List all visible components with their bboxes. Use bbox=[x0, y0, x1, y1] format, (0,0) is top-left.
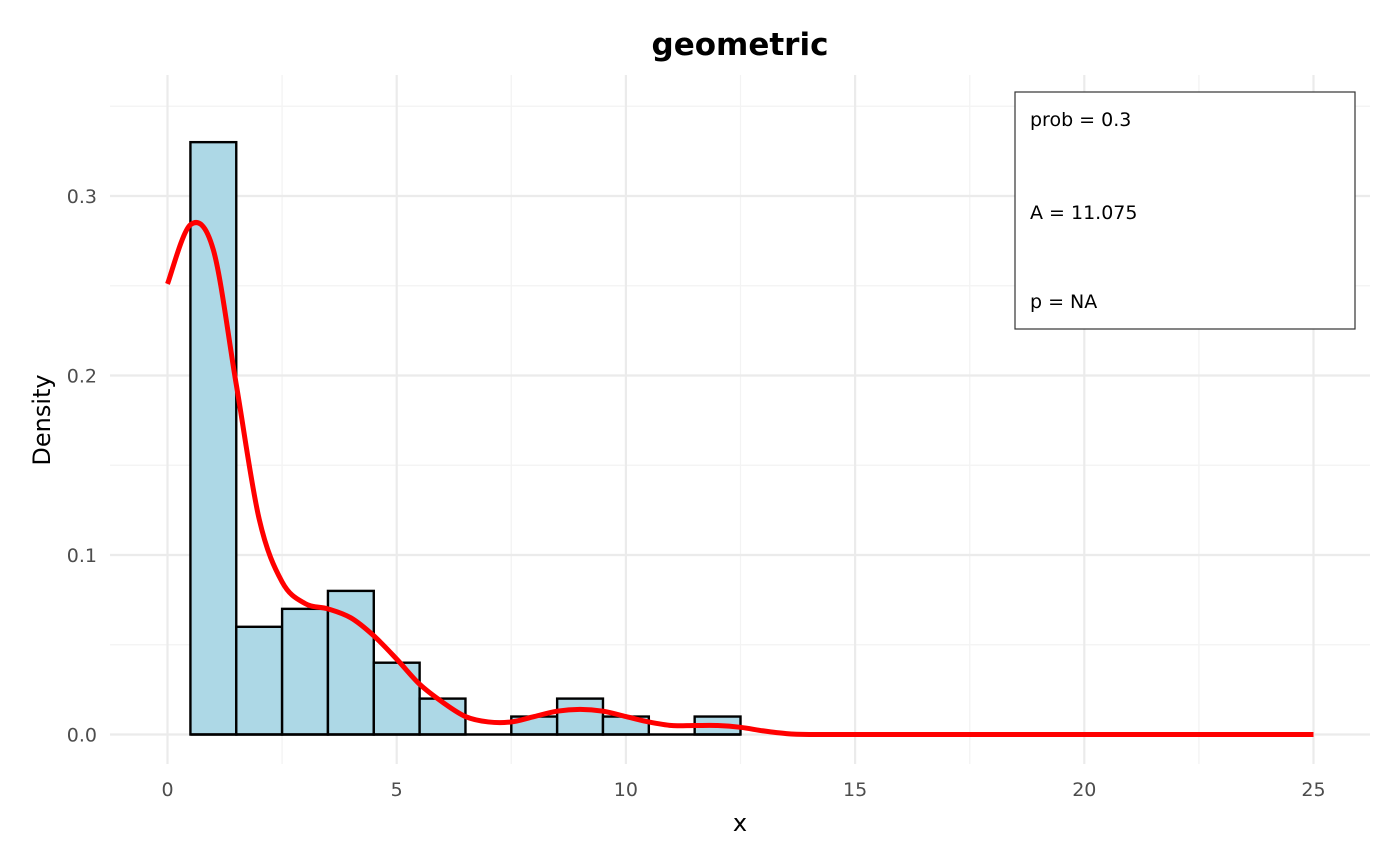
axis-tick-labels: 0 5 10 15 20 25 0.0 0.1 0.2 0.3 bbox=[67, 186, 1326, 801]
density-curve bbox=[165, 220, 1314, 738]
histogram-bar-2 bbox=[280, 607, 330, 736]
y-tick-label-0: 0.0 bbox=[67, 725, 97, 747]
legend-entry-prob: prob = 0.3 bbox=[1030, 109, 1131, 131]
x-tick-label-5: 25 bbox=[1301, 779, 1325, 801]
histogram-bar-1 bbox=[235, 625, 284, 736]
legend-background bbox=[1014, 91, 1356, 330]
chart-title: geometric bbox=[652, 27, 829, 63]
y-tick-label-2: 0.2 bbox=[67, 366, 97, 388]
y-tick-label-1: 0.1 bbox=[67, 545, 97, 567]
x-tick-label-2: 10 bbox=[614, 779, 638, 801]
legend-entry-a: A = 11.075 bbox=[1030, 202, 1137, 224]
histogram-bars bbox=[189, 140, 742, 736]
histogram-bar-0 bbox=[189, 140, 238, 736]
x-tick-label-1: 5 bbox=[391, 779, 403, 801]
legend-box: prob = 0.3 A = 11.075 p = NA bbox=[1014, 91, 1356, 330]
x-tick-label-3: 15 bbox=[843, 779, 867, 801]
x-tick-label-0: 0 bbox=[161, 779, 173, 801]
y-tick-label-3: 0.3 bbox=[67, 186, 97, 208]
x-axis-label: x bbox=[733, 809, 747, 837]
y-axis-label: Density bbox=[28, 374, 56, 465]
density-curve-layer bbox=[165, 220, 1314, 738]
histogram-bar-8 bbox=[555, 697, 605, 736]
x-tick-label-4: 20 bbox=[1072, 779, 1096, 801]
legend-entry-p: p = NA bbox=[1030, 291, 1097, 313]
